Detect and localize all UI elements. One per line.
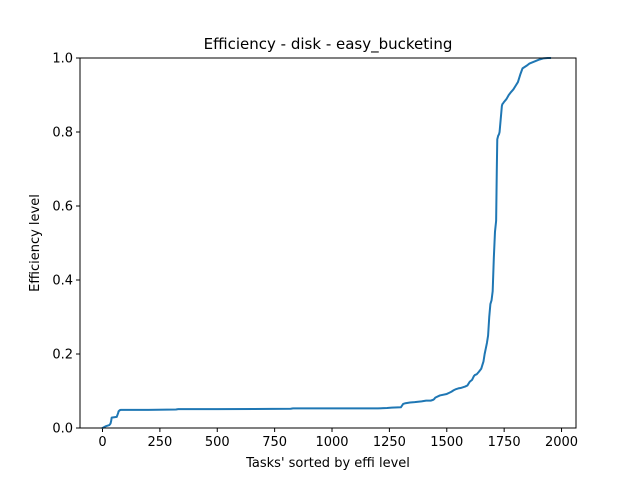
y-tick-label: 0.8	[52, 126, 73, 141]
y-tick-label: 0.4	[52, 274, 73, 289]
y-tick-label: 0.6	[52, 200, 73, 215]
plot-area-frame	[79, 57, 577, 429]
plot-area-background	[80, 58, 576, 428]
x-tick-label: 750	[262, 435, 287, 450]
x-axis-label: Tasks' sorted by effi level	[245, 456, 410, 471]
y-axis-label: Efficiency level	[28, 194, 43, 292]
series-layer	[101, 57, 552, 429]
series-line-0	[101, 57, 552, 429]
x-tick-label: 250	[147, 435, 172, 450]
x-tick-label: 0	[98, 435, 106, 450]
axis-ticks: 0 250 500 750 1000 1250 1500 1750 2000 0.0 0.2 0.4 0…	[52, 52, 578, 451]
x-tick-label: 1500	[430, 435, 463, 450]
y-tick-label: 0.2	[52, 348, 73, 363]
chart-title: Efficiency - disk - easy_bucketing	[204, 35, 453, 54]
x-tick-label: 1750	[488, 435, 521, 450]
y-tick-label: 0.0	[52, 422, 73, 437]
x-tick-label: 1000	[315, 435, 348, 450]
x-tick-label: 2000	[545, 435, 578, 450]
x-tick-label: 1250	[373, 435, 406, 450]
y-tick-label: 1.0	[52, 52, 73, 67]
x-tick-label: 500	[205, 435, 230, 450]
